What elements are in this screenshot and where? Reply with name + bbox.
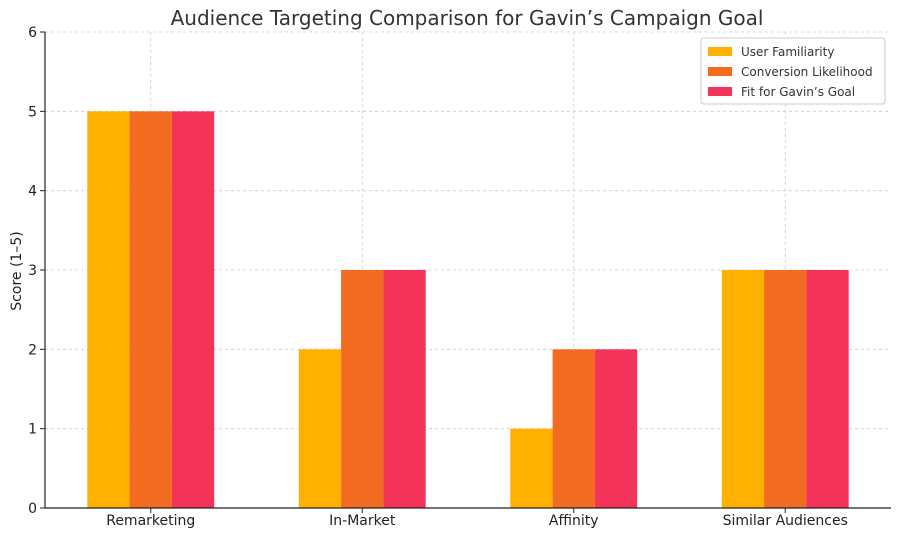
x-tick-label: Similar Audiences <box>723 513 848 529</box>
legend-box <box>700 37 886 105</box>
axes: 0 1 2 3 4 5 6 Remarketing In-Market Affinity Simil… <box>28 25 891 529</box>
y-tick-label: 2 <box>28 342 37 358</box>
bar-2-0 <box>510 428 553 508</box>
bar-2-1 <box>552 349 595 508</box>
x-tick-label: Remarketing <box>106 513 195 529</box>
y-tick-label: 1 <box>28 422 37 438</box>
bar-1-1 <box>341 270 384 508</box>
y-tick-label: 6 <box>28 25 37 41</box>
bar-1-0 <box>298 349 342 508</box>
x-tick-label: Affinity <box>549 513 599 529</box>
legend-swatch <box>708 87 732 96</box>
bars <box>87 111 849 508</box>
y-tick-label: 5 <box>28 104 37 120</box>
y-tick-label: 4 <box>28 184 37 200</box>
x-tick-label: In-Market <box>329 513 396 529</box>
legend-swatch <box>708 47 732 56</box>
bar-3-0 <box>721 270 765 508</box>
y-tick-label: 0 <box>28 501 37 517</box>
legend: User Familiarity Conversion Likelihood Fit… <box>700 37 886 105</box>
legend-label: User Familiarity <box>741 45 834 59</box>
bar-0-0 <box>87 111 130 508</box>
bar-0-1 <box>129 111 172 508</box>
legend-swatch <box>708 67 732 76</box>
bar-3-2 <box>806 270 849 508</box>
y-tick-label: 3 <box>28 263 37 279</box>
chart-title: Audience Targeting Comparison for Gavin’… <box>171 6 764 30</box>
bar-1-2 <box>383 270 426 508</box>
bar-2-2 <box>594 349 638 508</box>
bar-3-1 <box>764 270 807 508</box>
legend-label: Conversion Likelihood <box>741 65 873 79</box>
bar-0-2 <box>171 111 215 508</box>
y-axis-label: Score (1–5) <box>9 231 25 310</box>
legend-label: Fit for Gavin’s Goal <box>741 85 855 99</box>
